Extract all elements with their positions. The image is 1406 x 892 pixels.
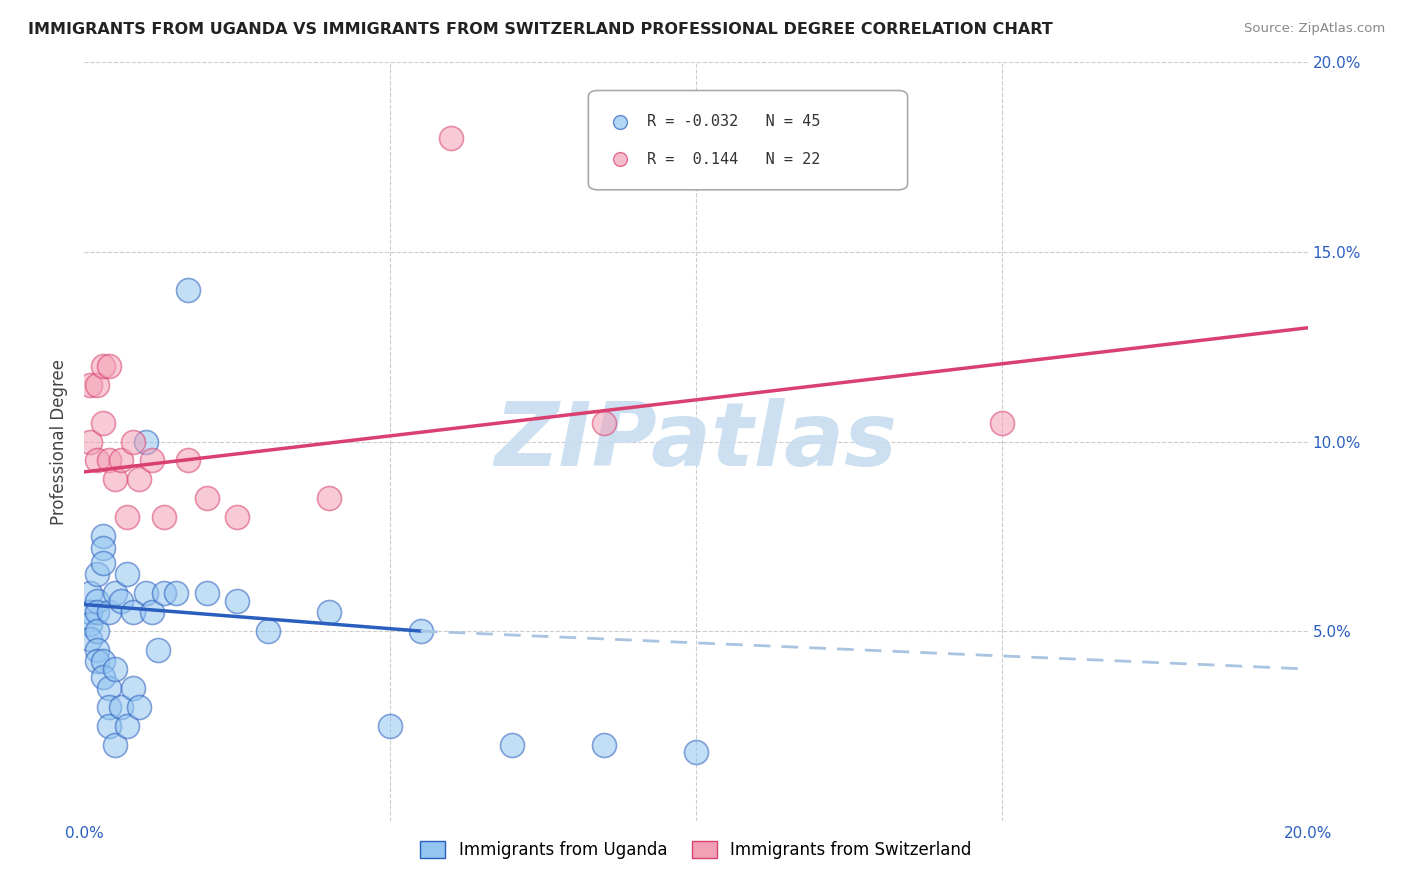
Point (104, 738, 127, 752)
Point (104, 473, 127, 487)
Point (141, 605, 163, 619)
Point (86, 377, 108, 392)
Point (318, 491, 340, 506)
Text: IMMIGRANTS FROM UGANDA VS IMMIGRANTS FROM SWITZERLAND PROFESSIONAL DEGREE CORREL: IMMIGRANTS FROM UGANDA VS IMMIGRANTS FRO… (28, 22, 1053, 37)
Legend: Immigrants from Uganda, Immigrants from Switzerland: Immigrants from Uganda, Immigrants from … (413, 834, 979, 865)
Point (115, 719, 138, 733)
Point (79, 586, 101, 600)
Point (146, 643, 169, 657)
Point (86, 643, 108, 657)
Point (257, 624, 280, 639)
Y-axis label: Professional Degree: Professional Degree (51, 359, 69, 524)
Point (226, 510, 249, 524)
Point (91, 669, 114, 684)
Point (86, 594, 108, 608)
Point (97, 605, 120, 619)
Text: R = -0.032   N = 45: R = -0.032 N = 45 (647, 114, 821, 129)
Point (79, 616, 101, 631)
Point (502, 738, 524, 752)
Point (91, 359, 114, 373)
Point (409, 624, 432, 639)
Point (86, 655, 108, 669)
Point (86, 605, 108, 619)
Point (86, 567, 108, 582)
Point (165, 586, 187, 600)
Point (115, 510, 138, 524)
Point (440, 131, 463, 145)
Point (128, 699, 150, 714)
Point (110, 594, 132, 608)
Point (318, 605, 340, 619)
Point (135, 434, 157, 449)
Point (153, 510, 176, 524)
Point (97, 699, 120, 714)
Point (104, 586, 127, 600)
Point (110, 453, 132, 467)
FancyBboxPatch shape (588, 90, 908, 190)
Text: Source: ZipAtlas.com: Source: ZipAtlas.com (1244, 22, 1385, 36)
Point (110, 699, 132, 714)
Point (593, 738, 616, 752)
Point (97, 681, 120, 695)
Text: R =  0.144   N = 22: R = 0.144 N = 22 (647, 152, 821, 167)
Point (135, 586, 157, 600)
Point (79, 377, 101, 392)
Point (91, 556, 114, 570)
Point (177, 283, 200, 297)
Point (991, 416, 1014, 430)
Point (104, 662, 127, 676)
Point (226, 594, 249, 608)
Point (86, 624, 108, 639)
Point (79, 632, 101, 646)
Point (122, 434, 145, 449)
Point (195, 586, 218, 600)
Point (153, 586, 176, 600)
Point (97, 453, 120, 467)
Point (195, 491, 218, 506)
Point (380, 719, 402, 733)
Point (91, 541, 114, 555)
Point (122, 681, 145, 695)
Point (141, 453, 163, 467)
Point (79, 434, 101, 449)
Point (593, 416, 616, 430)
Point (79, 605, 101, 619)
Point (97, 719, 120, 733)
Point (91, 529, 114, 543)
Point (128, 473, 150, 487)
Point (115, 567, 138, 582)
Point (91, 655, 114, 669)
Point (86, 453, 108, 467)
Point (177, 453, 200, 467)
Point (122, 605, 145, 619)
Point (91, 416, 114, 430)
Text: ZIPatlas: ZIPatlas (495, 398, 897, 485)
Point (685, 746, 707, 760)
Point (97, 359, 120, 373)
